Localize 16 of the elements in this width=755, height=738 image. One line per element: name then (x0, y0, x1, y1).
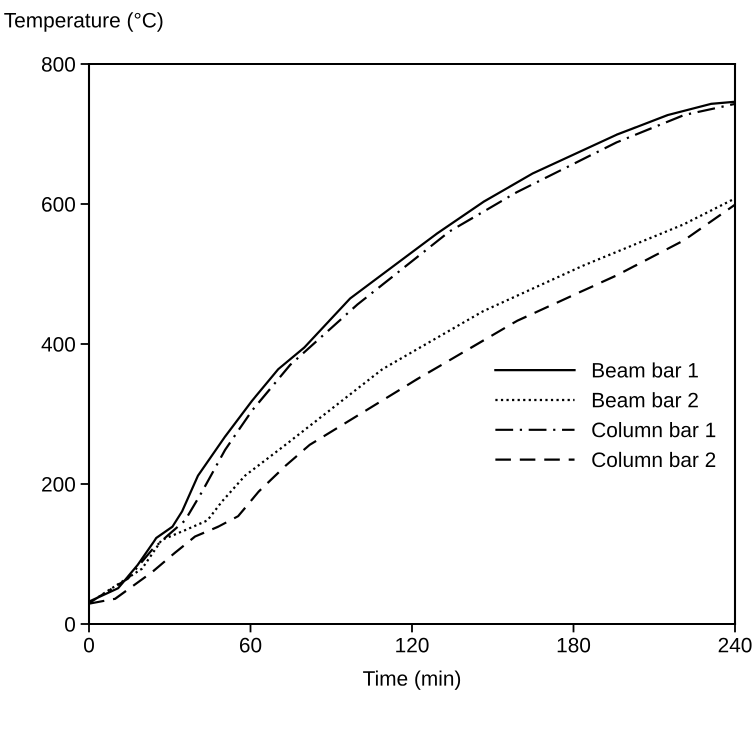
y-tick-label: 600 (42, 197, 75, 212)
y-axis-title: Temperature (°C) (4, 12, 162, 32)
x-tick-label: 240 (718, 638, 752, 652)
x-tick-label: 0 (84, 638, 94, 652)
legend-label: Column bar 2 (592, 452, 716, 468)
legend-label: Column bar 1 (592, 422, 716, 438)
x-axis-title: Time (min) (363, 670, 460, 690)
x-tick-label: 120 (396, 638, 429, 652)
y-tick-label: 400 (42, 337, 75, 352)
y-tick-label: 200 (42, 477, 75, 492)
x-tick-label: 180 (558, 638, 590, 652)
y-tick-label: 800 (42, 57, 75, 72)
y-tick-label: 0 (65, 617, 75, 632)
x-tick-label: 60 (240, 638, 262, 652)
legend-label: Beam bar 2 (592, 392, 698, 408)
legend-label: Beam bar 1 (592, 362, 698, 378)
